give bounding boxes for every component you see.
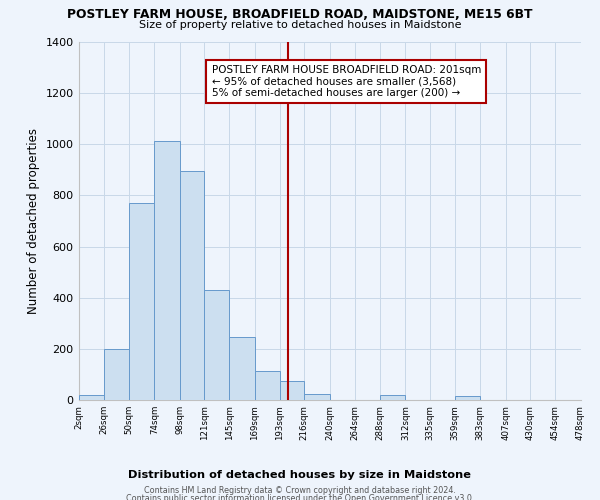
Bar <box>79 395 104 400</box>
Bar <box>180 171 204 400</box>
Text: Contains HM Land Registry data © Crown copyright and database right 2024.: Contains HM Land Registry data © Crown c… <box>144 486 456 495</box>
Text: POSTLEY FARM HOUSE BROADFIELD ROAD: 201sqm
← 95% of detached houses are smaller : POSTLEY FARM HOUSE BROADFIELD ROAD: 201s… <box>212 65 481 98</box>
Bar <box>204 290 229 401</box>
Bar <box>254 371 280 400</box>
Bar <box>380 395 406 400</box>
Bar <box>455 396 481 400</box>
Bar <box>229 338 254 400</box>
Bar <box>129 203 154 400</box>
Text: Size of property relative to detached houses in Maidstone: Size of property relative to detached ho… <box>139 20 461 30</box>
Y-axis label: Number of detached properties: Number of detached properties <box>27 128 40 314</box>
Text: Contains public sector information licensed under the Open Government Licence v3: Contains public sector information licen… <box>126 494 474 500</box>
Text: POSTLEY FARM HOUSE, BROADFIELD ROAD, MAIDSTONE, ME15 6BT: POSTLEY FARM HOUSE, BROADFIELD ROAD, MAI… <box>67 8 533 20</box>
Text: Distribution of detached houses by size in Maidstone: Distribution of detached houses by size … <box>128 470 472 480</box>
Bar <box>304 394 329 400</box>
Bar <box>280 381 304 400</box>
Bar <box>104 349 129 401</box>
Bar <box>154 142 180 400</box>
